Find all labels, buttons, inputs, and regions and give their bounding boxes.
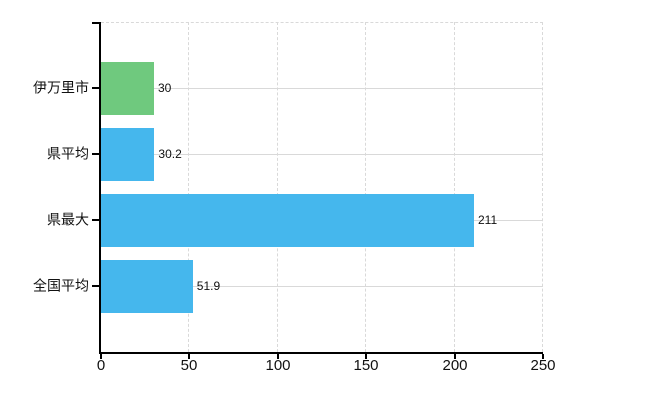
x-axis-tick-label: 150 xyxy=(353,357,379,374)
vertical-gridline xyxy=(454,22,455,352)
y-axis-category-label: 県平均 xyxy=(47,145,89,162)
y-axis-tick xyxy=(92,219,99,221)
x-axis-tick xyxy=(100,354,102,359)
x-axis-tick xyxy=(277,354,279,359)
bar xyxy=(101,194,474,247)
plot-top-border xyxy=(101,22,543,23)
y-axis-category-label: 県最大 xyxy=(47,211,89,228)
bar-value-label: 211 xyxy=(478,213,498,227)
bar-value-label: 30.2 xyxy=(158,147,182,161)
x-axis-tick-label: 50 xyxy=(180,357,198,374)
bar xyxy=(101,260,193,313)
x-axis-tick xyxy=(454,354,456,359)
y-axis-tick xyxy=(92,285,99,287)
y-axis-top-tick xyxy=(92,22,99,24)
x-axis-tick xyxy=(188,354,190,359)
vertical-gridline xyxy=(188,22,189,352)
bar xyxy=(101,128,155,181)
y-axis-category-label: 全国平均 xyxy=(33,277,89,294)
x-axis-tick xyxy=(542,354,544,359)
y-axis-tick xyxy=(92,87,99,89)
horizontal-gridline xyxy=(101,286,543,287)
horizontal-gridline xyxy=(101,88,543,89)
x-axis-tick-label: 200 xyxy=(442,357,468,374)
bar-value-label: 30 xyxy=(158,81,172,95)
x-axis-tick-label: 250 xyxy=(530,357,556,374)
y-axis-tick xyxy=(92,153,99,155)
horizontal-gridline xyxy=(101,154,543,155)
x-axis-tick-label: 0 xyxy=(96,357,106,374)
x-axis-tick-label: 100 xyxy=(265,357,291,374)
vertical-gridline xyxy=(365,22,366,352)
x-axis-tick xyxy=(365,354,367,359)
bar xyxy=(101,62,154,115)
vertical-gridline xyxy=(542,22,543,352)
vertical-gridline xyxy=(277,22,278,352)
bar-value-label: 51.9 xyxy=(196,279,221,293)
y-axis-category-label: 伊万里市 xyxy=(33,79,89,96)
plot-area: 30 30.2 211 51.9 xyxy=(99,22,543,354)
